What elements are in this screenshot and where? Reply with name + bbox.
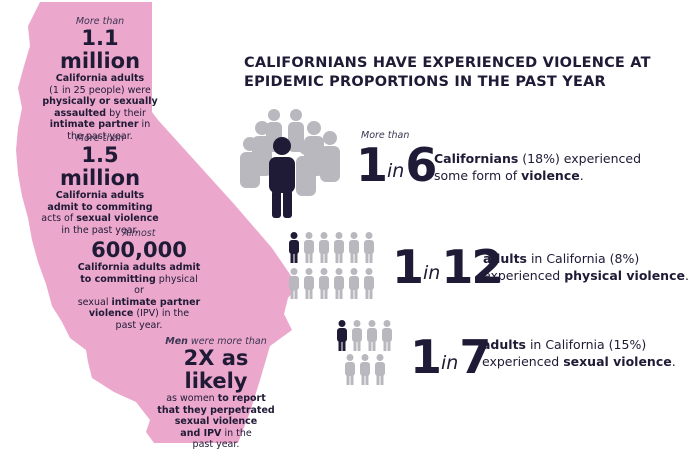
- stat-description: as women to report that they perpetrated…: [157, 393, 275, 450]
- stat-block-4: Men were more than 2X as likely as women…: [150, 336, 282, 451]
- person-icon: [349, 232, 359, 263]
- ratio-label-1: Californians (18%) experienced some form…: [434, 151, 642, 183]
- ratio-label-2: adults in California (8%) experienced ph…: [483, 251, 689, 283]
- stat-block-2: More than 1.5 million California adults …: [38, 133, 162, 236]
- person-icon: [352, 320, 362, 351]
- person-icon: [367, 320, 377, 351]
- stat-intro: More than: [75, 133, 125, 144]
- stat-big-number: 2X as likely: [183, 346, 249, 393]
- ratio-1-in-7: 1in7: [410, 330, 491, 384]
- person-icon: [334, 232, 344, 263]
- person-icon: [364, 232, 374, 263]
- people-crowd-icon: [240, 109, 340, 218]
- ratio-label-3: adults in California (15%) experienced s…: [482, 337, 676, 369]
- stat-big-number: 600,000: [91, 238, 187, 262]
- stat-big-number: 1.1 million: [59, 26, 141, 73]
- person-icon: [375, 354, 385, 385]
- stat-description: California adults (1 in 25 people) were …: [42, 73, 158, 142]
- stat-intro: Men were more than: [165, 336, 267, 347]
- person-icon: [304, 232, 314, 263]
- page-title: CALIFORNIANS HAVE EXPERIENCED VIOLENCE A…: [244, 55, 651, 90]
- person-icon-highlighted: [289, 232, 299, 263]
- person-icon: [382, 320, 392, 351]
- stat-big-number: 1.5 million: [59, 143, 141, 190]
- california-shape: [16, 2, 298, 443]
- person-icon-highlighted: [337, 320, 347, 351]
- person-icon: [319, 268, 329, 299]
- person-icon: [360, 354, 370, 385]
- stat-block-1: More than 1.1 million California adults …: [40, 16, 160, 142]
- ratio-1-in-12: 1in12: [392, 240, 503, 294]
- people-grid-12-icon: [289, 232, 374, 299]
- person-icon: [304, 268, 314, 299]
- person-icon: [364, 268, 374, 299]
- ratio-1-in-6: 1in6: [356, 138, 437, 192]
- stat-intro: More than: [75, 16, 125, 27]
- stat-description: California adults admit to commiting act…: [41, 190, 159, 236]
- stat-description: California adults admit to committing ph…: [77, 262, 201, 331]
- person-icon: [289, 268, 299, 299]
- california-map: [16, 2, 298, 443]
- more-than-label: More than: [361, 130, 410, 141]
- person-icon: [349, 268, 359, 299]
- people-grid-7-icon: [337, 320, 392, 385]
- person-icon: [345, 354, 355, 385]
- stat-intro: Almost: [122, 228, 156, 239]
- person-icon: [334, 268, 344, 299]
- person-icon: [319, 232, 329, 263]
- stat-block-3: Almost 600,000 California adults admit t…: [74, 228, 204, 331]
